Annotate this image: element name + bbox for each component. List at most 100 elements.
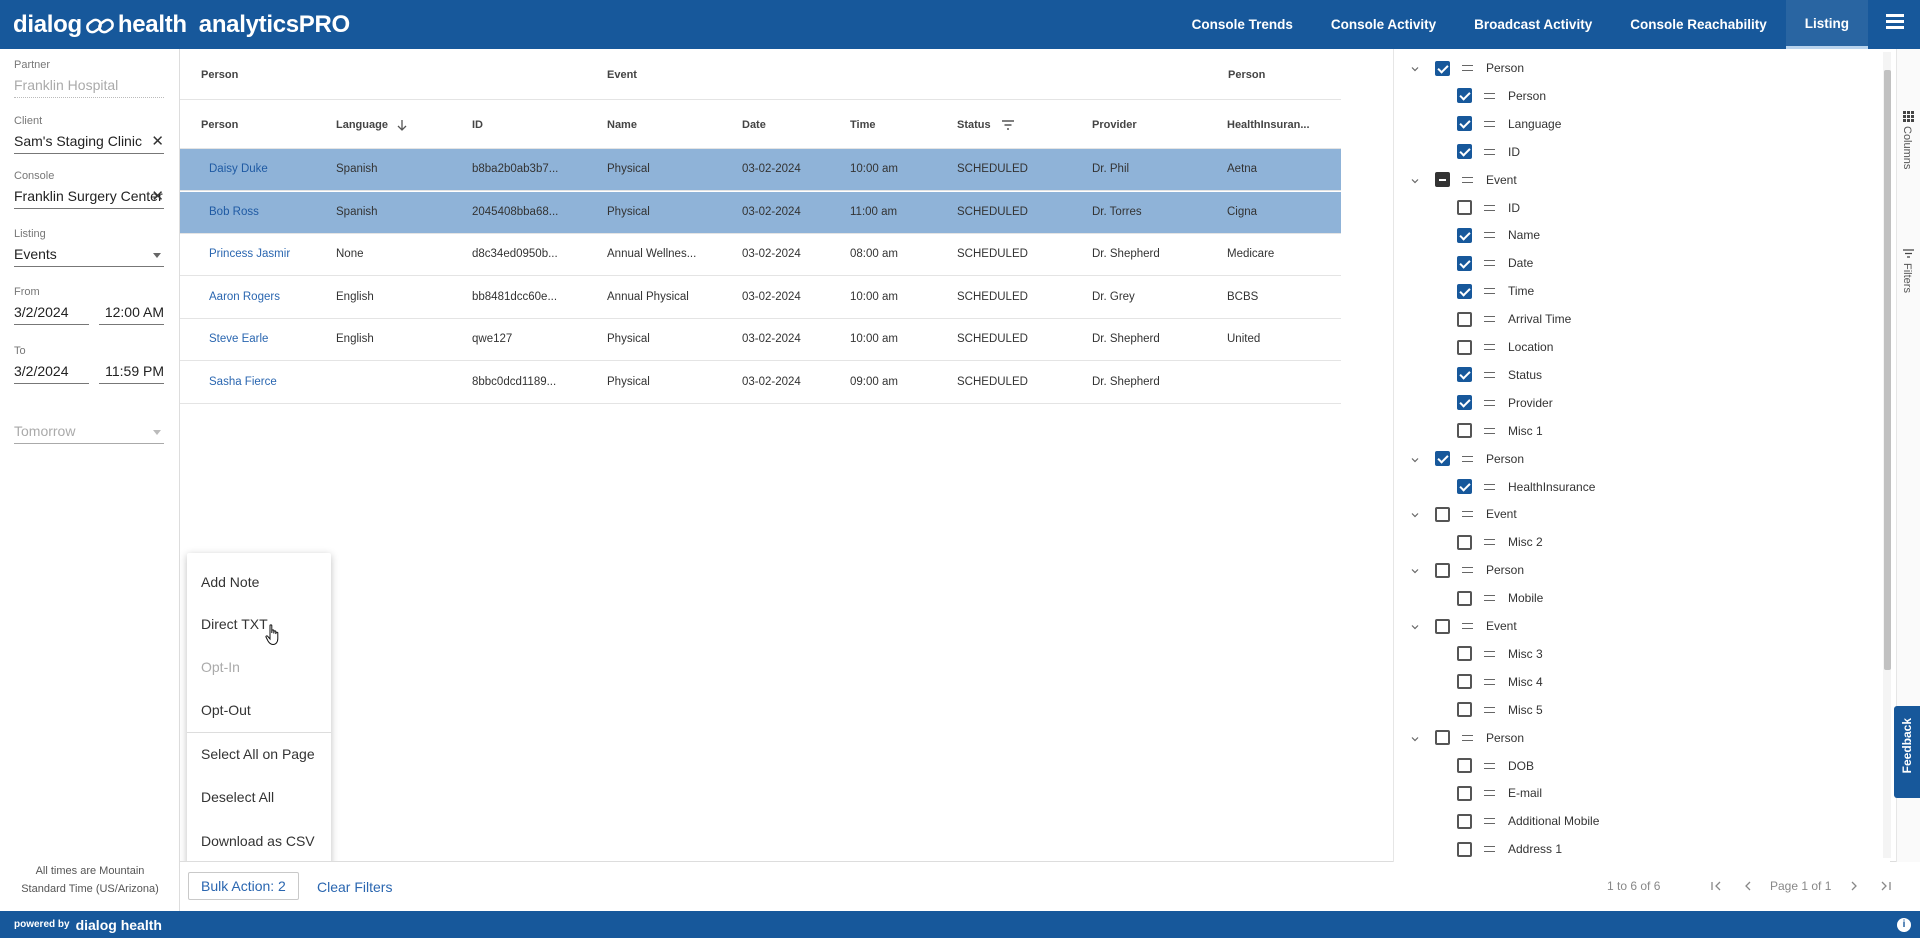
menu-item-add-note[interactable]: Add Note (201, 574, 260, 590)
drag-handle-icon[interactable] (1484, 316, 1495, 323)
from-time-input[interactable]: 12:00 AM (99, 304, 164, 325)
drag-handle-icon[interactable] (1484, 427, 1495, 434)
column-item[interactable]: Time (1457, 281, 1534, 301)
column-group-item[interactable]: Event (1435, 170, 1517, 190)
column-checkbox[interactable] (1435, 172, 1450, 188)
col-header-insurance[interactable]: HealthInsuran... (1227, 119, 1310, 131)
column-item[interactable]: Location (1457, 337, 1553, 357)
column-checkbox[interactable] (1457, 283, 1472, 299)
drag-handle-icon[interactable] (1484, 483, 1495, 490)
drag-handle-icon[interactable] (1484, 818, 1495, 825)
drag-handle-icon[interactable] (1462, 176, 1473, 183)
chevron-down-icon[interactable] (1411, 735, 1419, 743)
menu-item-download-csv[interactable]: Download as CSV (201, 833, 315, 849)
from-date-input[interactable]: 3/2/2024 (14, 304, 89, 325)
clear-console-icon[interactable]: ✕ (151, 188, 164, 205)
cell-person[interactable]: Daisy Duke (209, 163, 268, 175)
to-time-input[interactable]: 11:59 PM (99, 363, 164, 384)
drag-handle-icon[interactable] (1484, 148, 1495, 155)
table-row[interactable]: Steve Earle English qwe127 Physical 03-02-20… (180, 319, 1341, 361)
client-input[interactable]: Sam's Staging Clinic ✕ (14, 133, 164, 154)
drag-handle-icon[interactable] (1484, 371, 1495, 378)
column-group-item[interactable]: Person (1435, 560, 1524, 580)
drag-handle-icon[interactable] (1484, 120, 1495, 127)
table-row[interactable]: Sasha Fierce 8bbc0dcd1189... Physical 03-02… (180, 362, 1341, 404)
col-header-time[interactable]: Time (850, 119, 875, 131)
clear-filters-link[interactable]: Clear Filters (317, 879, 393, 895)
column-checkbox[interactable] (1457, 590, 1472, 606)
column-checkbox[interactable] (1457, 116, 1472, 132)
column-checkbox[interactable] (1457, 674, 1472, 690)
column-checkbox[interactable] (1457, 423, 1472, 439)
console-field[interactable]: Console Franklin Surgery Center ✕ (14, 170, 164, 209)
drag-handle-icon[interactable] (1462, 734, 1473, 741)
drag-handle-icon[interactable] (1484, 790, 1495, 797)
brand-logo[interactable]: dialog health analyticsPRO (13, 11, 350, 39)
drag-handle-icon[interactable] (1484, 288, 1495, 295)
bulk-action-button[interactable]: Bulk Action: 2 (188, 872, 299, 900)
cell-person[interactable]: Princess Jasmir (209, 248, 291, 260)
column-item[interactable]: Misc 5 (1457, 700, 1543, 720)
menu-item-deselect-all[interactable]: Deselect All (201, 789, 275, 805)
chevron-down-icon[interactable] (1411, 456, 1419, 464)
column-checkbox[interactable] (1457, 227, 1472, 243)
drag-handle-icon[interactable] (1484, 232, 1495, 239)
chevron-down-icon[interactable] (1411, 65, 1419, 73)
column-checkbox[interactable] (1457, 534, 1472, 550)
info-icon[interactable]: i (1897, 918, 1911, 932)
column-item[interactable]: Person (1457, 86, 1546, 106)
column-checkbox[interactable] (1457, 339, 1472, 355)
column-item[interactable]: DOB (1457, 756, 1534, 776)
column-item[interactable]: Mobile (1457, 588, 1543, 608)
drag-handle-icon[interactable] (1484, 204, 1495, 211)
column-item[interactable]: Provider (1457, 393, 1553, 413)
nav-broadcast-activity[interactable]: Broadcast Activity (1474, 17, 1593, 32)
table-row[interactable]: Aaron Rogers English bb8481dcc60e... Annual… (180, 277, 1341, 319)
menu-item-select-all[interactable]: Select All on Page (201, 746, 315, 762)
drag-handle-icon[interactable] (1462, 455, 1473, 462)
chevron-down-icon[interactable] (1411, 567, 1419, 575)
column-group-item[interactable]: Person (1435, 58, 1524, 78)
column-item[interactable]: Misc 4 (1457, 672, 1543, 692)
column-checkbox[interactable] (1457, 702, 1472, 718)
clear-client-icon[interactable]: ✕ (151, 133, 164, 150)
col-header-language[interactable]: Language (336, 119, 408, 131)
column-checkbox[interactable] (1457, 395, 1472, 411)
chevron-down-icon[interactable] (1411, 177, 1419, 185)
nav-console-reachability[interactable]: Console Reachability (1630, 17, 1767, 32)
column-item[interactable]: Address 1 (1457, 839, 1562, 859)
column-checkbox[interactable] (1435, 730, 1450, 746)
column-checkbox[interactable] (1457, 646, 1472, 662)
tab-columns[interactable]: Columns (1901, 126, 1913, 170)
drag-handle-icon[interactable] (1484, 344, 1495, 350)
column-group-item[interactable]: Event (1435, 504, 1517, 524)
column-panel-scroll-thumb[interactable] (1884, 70, 1891, 670)
column-item[interactable]: Date (1457, 253, 1533, 273)
col-header-id[interactable]: ID (472, 119, 483, 131)
chevron-down-icon[interactable] (1411, 511, 1419, 519)
column-checkbox[interactable] (1457, 88, 1472, 104)
nav-listing[interactable]: Listing (1785, 0, 1868, 49)
table-row[interactable]: Bob Ross Spanish 2045408bba68... Physical 03… (180, 191, 1341, 234)
drag-handle-icon[interactable] (1462, 567, 1473, 574)
column-item[interactable]: HealthInsurance (1457, 477, 1595, 497)
drag-handle-icon[interactable] (1484, 595, 1495, 602)
drag-handle-icon[interactable] (1462, 511, 1473, 518)
drag-handle-icon[interactable] (1484, 92, 1495, 99)
last-page-icon[interactable] (1880, 881, 1892, 891)
client-field[interactable]: Client Sam's Staging Clinic ✕ (14, 115, 164, 154)
listing-select[interactable]: Events (14, 246, 164, 267)
column-checkbox[interactable] (1435, 451, 1450, 467)
nav-console-activity[interactable]: Console Activity (1330, 17, 1437, 32)
first-page-icon[interactable] (1710, 881, 1722, 891)
nav-console-trends[interactable]: Console Trends (1191, 17, 1293, 32)
tab-filters[interactable]: Filters (1901, 263, 1913, 293)
drag-handle-icon[interactable] (1462, 623, 1473, 629)
column-item[interactable]: Misc 1 (1457, 421, 1543, 441)
column-checkbox[interactable] (1435, 60, 1450, 76)
drag-handle-icon[interactable] (1484, 539, 1495, 546)
column-item[interactable]: Additional Mobile (1457, 811, 1599, 831)
column-checkbox[interactable] (1457, 758, 1472, 773)
column-item[interactable]: Name (1457, 225, 1540, 245)
col-header-person[interactable]: Person (201, 119, 238, 131)
